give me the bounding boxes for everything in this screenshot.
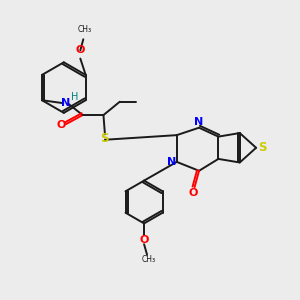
Text: S: S: [258, 141, 267, 154]
Text: N: N: [61, 98, 70, 108]
Text: N: N: [194, 117, 204, 128]
Text: O: O: [56, 121, 66, 130]
Text: O: O: [140, 235, 149, 245]
Text: CH₃: CH₃: [78, 25, 92, 34]
Text: O: O: [76, 45, 85, 55]
Text: S: S: [100, 132, 109, 146]
Text: CH₃: CH₃: [142, 255, 156, 264]
Text: N: N: [167, 157, 176, 167]
Text: O: O: [188, 188, 198, 197]
Text: H: H: [71, 92, 78, 102]
